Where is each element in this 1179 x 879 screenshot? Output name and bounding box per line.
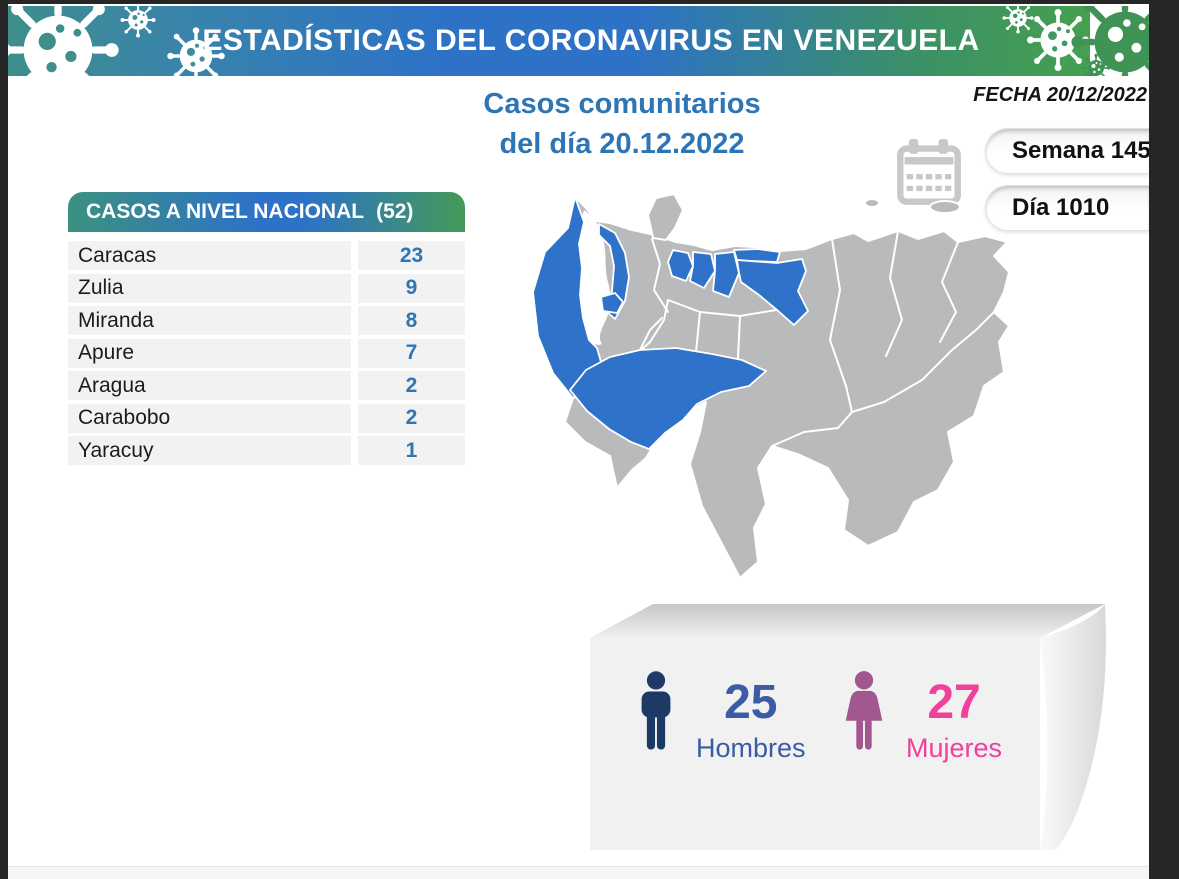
map-country-base	[532, 196, 1010, 579]
state-miranda	[736, 258, 809, 326]
table-title: CASOS A NIVEL NACIONAL	[86, 200, 365, 223]
state-zulia-east	[598, 223, 630, 320]
state-yaracuy	[667, 249, 694, 282]
table-row: Miranda 8	[68, 306, 465, 335]
state-carabobo	[689, 251, 716, 289]
page-title: ESTADÍSTICAS DEL CORONAVIRUS EN VENEZUEL…	[202, 24, 980, 57]
table-row: Caracas 23	[68, 241, 465, 270]
subtitle: Casos comunitarios del día 20.12.2022	[422, 84, 822, 164]
state-name: Aragua	[68, 371, 351, 400]
state-apure	[569, 347, 767, 450]
state-cases: 8	[358, 306, 465, 335]
state-name: Apure	[68, 338, 351, 368]
state-name: Carabobo	[68, 403, 351, 433]
men-count: 25	[724, 676, 778, 729]
state-zulia-south	[600, 292, 624, 314]
table-row: Apure 7	[68, 338, 465, 368]
gender-panel	[590, 604, 1106, 850]
venezuela-map	[532, 193, 1010, 579]
national-cases-table: CASOS A NIVEL NACIONAL (52) Caracas 23 Z…	[68, 192, 465, 469]
subtitle-line1: Casos comunitarios	[483, 88, 761, 120]
date-label: FECHA 20/12/2022	[973, 84, 1147, 106]
women-label: Mujeres	[906, 733, 1003, 764]
map-paraguana	[647, 193, 684, 241]
week-badge: Semana 145	[985, 128, 1149, 174]
table-row: Carabobo 2	[68, 403, 465, 433]
state-name: Yaracuy	[68, 436, 351, 465]
men-label: Hombres	[696, 733, 806, 764]
table-row: Zulia 9	[68, 273, 465, 303]
calendar-icon	[897, 139, 961, 205]
female-person-icon	[845, 671, 883, 750]
table-total: (52)	[376, 200, 414, 223]
state-name: Caracas	[68, 241, 351, 270]
day-badge: Día 1010	[985, 185, 1149, 231]
map-island	[864, 198, 880, 208]
map-island	[929, 200, 961, 214]
state-cases: 2	[358, 403, 465, 433]
state-name: Miranda	[68, 306, 351, 335]
map-lake-maracaibo	[576, 210, 611, 345]
table-row: Aragua 2	[68, 371, 465, 400]
men-stat: 25 Hombres	[632, 670, 806, 765]
state-cases: 1	[358, 436, 465, 465]
women-count: 27	[927, 676, 981, 729]
table-row: Yaracuy 1	[68, 436, 465, 465]
panel-bevel	[590, 604, 1105, 638]
subtitle-line2: del día 20.12.2022	[499, 128, 745, 161]
state-cases: 9	[358, 273, 465, 303]
state-cases: 7	[358, 338, 465, 368]
page-bottom-edge	[8, 866, 1149, 879]
state-cases: 2	[358, 371, 465, 400]
state-cases: 23	[358, 241, 465, 270]
male-person-icon	[641, 671, 671, 750]
women-stat: 27 Mujeres	[838, 670, 1002, 765]
table-header: CASOS A NIVEL NACIONAL (52)	[68, 192, 465, 232]
state-name: Zulia	[68, 273, 351, 303]
infographic-page: ESTADÍSTICAS DEL CORONAVIRUS EN VENEZUEL…	[8, 4, 1149, 866]
panel-curl	[1040, 604, 1106, 850]
